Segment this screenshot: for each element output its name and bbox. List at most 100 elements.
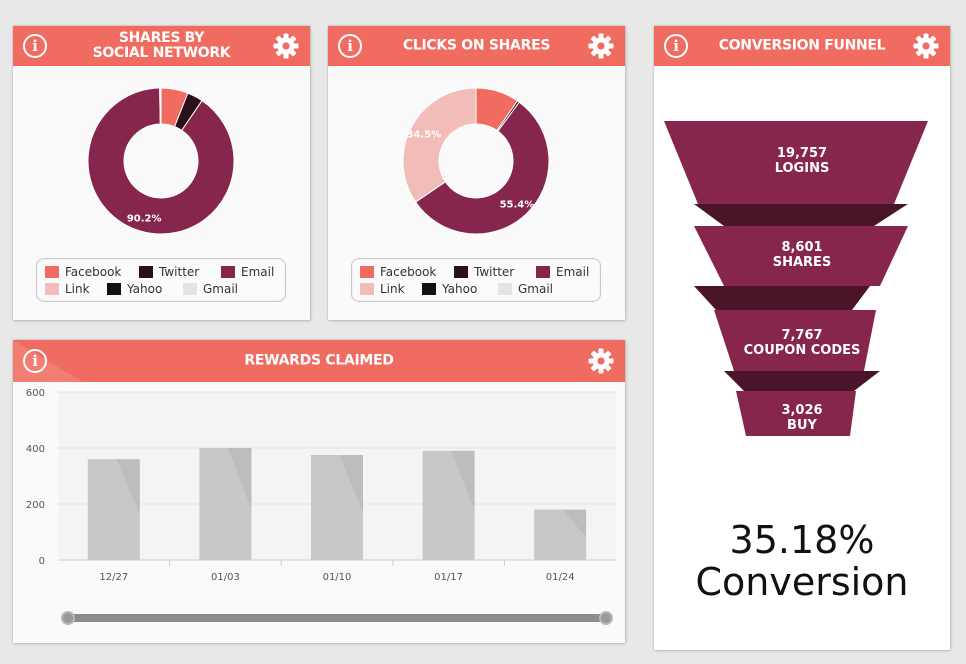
legend-swatch [45, 283, 59, 295]
x-tick-label: 12/27 [99, 572, 128, 582]
legend-label: Twitter [159, 265, 200, 279]
rewards-bar-chart: 0 200 400 600 12/27 01/03 01/10 01/17 01/24 [26, 388, 616, 582]
donut-slice-email[interactable] [414, 101, 550, 235]
legend-label: Email [556, 265, 590, 279]
bar-shading [451, 450, 475, 511]
legend-label: Twitter [474, 265, 515, 279]
legend-swatch [422, 283, 436, 295]
legend-label: Gmail [203, 282, 239, 296]
clicks-panel-header: i CLICKS ON SHARES [328, 26, 625, 66]
bar[interactable] [422, 450, 475, 560]
conversion-rate-label: Conversion [695, 560, 909, 604]
info-icon[interactable]: i [23, 34, 47, 58]
clicks-donut-chart: 55.4% 34.5% [402, 87, 550, 235]
funnel-stage-label: SHARES [772, 255, 832, 270]
gear-icon[interactable] [912, 32, 940, 60]
bar[interactable] [534, 509, 587, 560]
funnel-diagram [664, 121, 928, 436]
info-icon[interactable]: i [23, 349, 47, 373]
gear-icon[interactable] [587, 32, 615, 60]
y-tick-label: 400 [26, 444, 45, 455]
donut-slice-email[interactable] [87, 87, 235, 235]
chart-scrollbar[interactable] [61, 611, 613, 625]
legend-swatch [360, 266, 374, 278]
legend-swatch [139, 266, 153, 278]
legend-swatch [221, 266, 235, 278]
y-tick-label: 0 [39, 556, 45, 567]
panel-title-line1: SHARES BY [118, 30, 205, 46]
funnel-stage-coupon-codes: 7,767 COUPON CODES [654, 328, 950, 358]
legend-swatch [107, 283, 121, 295]
scrollbar-left-handle[interactable] [61, 611, 75, 625]
legend-label: Link [380, 282, 405, 296]
panel-title: REWARDS CLAIMED [244, 352, 394, 369]
bar[interactable] [87, 459, 140, 560]
legend-swatch [498, 283, 512, 295]
x-tick-label: 01/17 [434, 572, 463, 582]
funnel-stage-label: LOGINS [774, 161, 830, 176]
bar[interactable] [199, 448, 252, 560]
gear-icon[interactable] [587, 347, 615, 375]
legend-swatch [454, 266, 468, 278]
funnel-connector [694, 286, 870, 310]
bar-shading [228, 448, 252, 510]
y-tick-label: 600 [26, 388, 45, 399]
bar-shading [562, 509, 587, 538]
panel-title: CLICKS ON SHARES [402, 37, 551, 54]
funnel-stage-value: 19,757 [776, 146, 828, 161]
legend-swatch [360, 283, 374, 295]
funnel-stage-shares: 8,601 SHARES [654, 240, 950, 270]
legend-label: Yahoo [442, 282, 478, 296]
rewards-panel-header: i REWARDS CLAIMED [13, 340, 625, 382]
funnel-connector [724, 371, 880, 391]
legend-label: Facebook [65, 265, 122, 279]
y-tick-label: 200 [26, 500, 45, 511]
funnel-stage-value: 8,601 [781, 240, 823, 255]
funnel-stage-label: BUY [787, 418, 817, 433]
bar-shading [339, 455, 363, 513]
shares-legend: Facebook Twitter Email Link Yahoo G [36, 258, 286, 302]
shares-donut-chart: 90.2% [87, 87, 235, 235]
bar[interactable] [311, 455, 363, 560]
clicks-panel: i CLICKS ON SHARES 55.4% 34.5% Facebook T… [328, 26, 625, 320]
legend-label: Gmail [518, 282, 554, 296]
funnel-connector [694, 204, 908, 226]
scrollbar-track [67, 614, 607, 622]
x-tick-label: 01/24 [546, 572, 575, 582]
x-tick-label: 01/10 [323, 572, 352, 582]
funnel-stage-logins-shape [664, 121, 928, 204]
legend-swatch [536, 266, 550, 278]
panel-title-line2: SOCIAL NETWORK [92, 45, 231, 61]
funnel-stage-value: 7,767 [781, 328, 823, 343]
funnel-stage-logins: 19,757 LOGINS [654, 146, 950, 176]
scrollbar-right-handle[interactable] [599, 611, 613, 625]
funnel-stage-coupon-shape [714, 310, 876, 371]
donut-slice-link[interactable] [402, 87, 477, 203]
legend-label: Link [65, 282, 90, 296]
info-icon[interactable]: i [338, 34, 362, 58]
rewards-panel: i REWARDS CLAIMED 0 200 400 600 12/27 01/03 01… [13, 340, 625, 643]
donut-data-label: 55.4% [500, 199, 535, 210]
funnel-panel: i CONVERSION FUNNEL 19,757 LOGINS 8,601 … [654, 26, 950, 650]
legend-label: Yahoo [127, 282, 163, 296]
clicks-legend: Facebook Twitter Email Link Yahoo G [351, 258, 601, 302]
funnel-stage-label: COUPON CODES [743, 343, 861, 358]
gear-icon[interactable] [272, 32, 300, 60]
donut-data-label: 90.2% [127, 214, 162, 225]
legend-swatch [183, 283, 197, 295]
funnel-stage-shares-shape [694, 226, 908, 286]
bar-shading [116, 459, 140, 515]
panel-title: CONVERSION FUNNEL [718, 37, 886, 54]
conversion-rate-value: 35.18% [729, 518, 875, 562]
shares-panel: i SHARES BY SOCIAL NETWORK 90.2% Faceboo… [13, 26, 310, 320]
funnel-stage-buy-shape [736, 391, 856, 436]
legend-label: Email [241, 265, 275, 279]
funnel-stage-value: 3,026 [781, 403, 823, 418]
x-tick-label: 01/03 [211, 572, 240, 582]
funnel-panel-header: i CONVERSION FUNNEL [654, 26, 950, 66]
info-icon[interactable]: i [664, 34, 688, 58]
funnel-stage-buy: 3,026 BUY [654, 403, 950, 433]
shares-panel-header: i SHARES BY SOCIAL NETWORK [13, 26, 310, 66]
legend-label: Facebook [380, 265, 437, 279]
donut-data-label: 34.5% [407, 129, 442, 140]
